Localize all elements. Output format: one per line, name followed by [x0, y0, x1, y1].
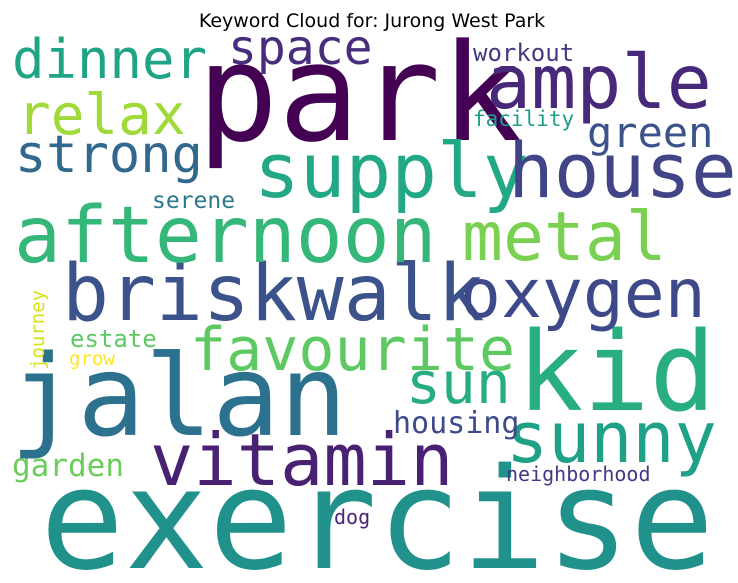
word-housing: housing	[393, 406, 519, 441]
word-afternoon: afternoon	[14, 191, 437, 281]
word-dinner: dinner	[12, 28, 207, 91]
word-jalan: jalan	[10, 332, 347, 462]
word-metal: metal	[462, 198, 667, 277]
word-briskwalk: briskwalk	[62, 249, 485, 339]
word-strong: strong	[15, 125, 203, 185]
word-space: space	[228, 20, 373, 76]
word-garden: garden	[12, 448, 124, 484]
word-supply: supply	[254, 126, 529, 215]
word-grow: grow	[69, 348, 115, 370]
word-kid: kid	[517, 308, 716, 436]
word-dog: dog	[334, 505, 370, 529]
word-green: green	[587, 108, 713, 157]
word-park: park	[197, 15, 522, 172]
word-facility: facility	[473, 107, 574, 131]
word-estate: estate	[70, 325, 157, 353]
word-workout: workout	[473, 39, 574, 67]
chart-title: Keyword Cloud for: Jurong West Park	[199, 10, 545, 32]
word-relax: relax	[17, 83, 186, 148]
word-serene: serene	[152, 188, 235, 214]
word-sun: sun	[406, 349, 511, 417]
word-vitamin: vitamin	[150, 418, 453, 502]
word-exercise: exercise	[40, 439, 714, 583]
word-favourite: favourite	[190, 315, 515, 385]
word-sunny: sunny	[506, 397, 717, 479]
word-ample: ample	[486, 38, 712, 126]
word-house: house	[508, 126, 737, 215]
word-neighborhood: neighborhood	[506, 462, 651, 486]
word-oxygen: oxygen	[460, 255, 706, 334]
word-journey: journey	[27, 290, 49, 370]
